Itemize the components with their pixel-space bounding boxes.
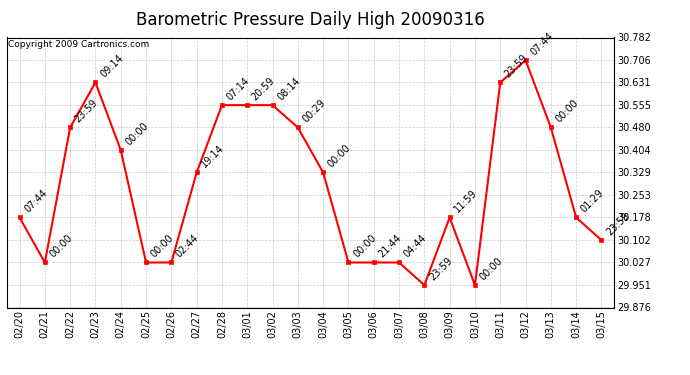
Text: 23:59: 23:59	[503, 53, 530, 80]
Text: 00:00: 00:00	[351, 233, 378, 260]
Text: 00:00: 00:00	[48, 233, 75, 260]
Text: 08:14: 08:14	[275, 76, 302, 102]
Text: 00:00: 00:00	[149, 233, 175, 260]
Text: 07:14: 07:14	[225, 76, 252, 102]
Text: 04:44: 04:44	[402, 233, 428, 260]
Text: 07:44: 07:44	[529, 31, 555, 57]
Text: 02:44: 02:44	[174, 233, 201, 260]
Text: Copyright 2009 Cartronics.com: Copyright 2009 Cartronics.com	[8, 40, 149, 49]
Text: 01:29: 01:29	[579, 188, 606, 215]
Text: 00:00: 00:00	[326, 143, 353, 170]
Text: 07:44: 07:44	[22, 188, 49, 215]
Text: 11:59: 11:59	[453, 188, 480, 215]
Text: 00:29: 00:29	[301, 98, 328, 125]
Text: 21:44: 21:44	[377, 233, 404, 260]
Text: 20:59: 20:59	[250, 75, 277, 102]
Text: 23:59: 23:59	[73, 98, 100, 125]
Text: 19:14: 19:14	[199, 143, 226, 170]
Text: 23:59: 23:59	[604, 210, 631, 237]
Text: 23:59: 23:59	[427, 255, 454, 282]
Text: Barometric Pressure Daily High 20090316: Barometric Pressure Daily High 20090316	[136, 11, 485, 29]
Text: 00:00: 00:00	[553, 98, 580, 125]
Text: 00:00: 00:00	[477, 256, 504, 282]
Text: 09:14: 09:14	[98, 53, 125, 80]
Text: 00:00: 00:00	[124, 121, 150, 147]
